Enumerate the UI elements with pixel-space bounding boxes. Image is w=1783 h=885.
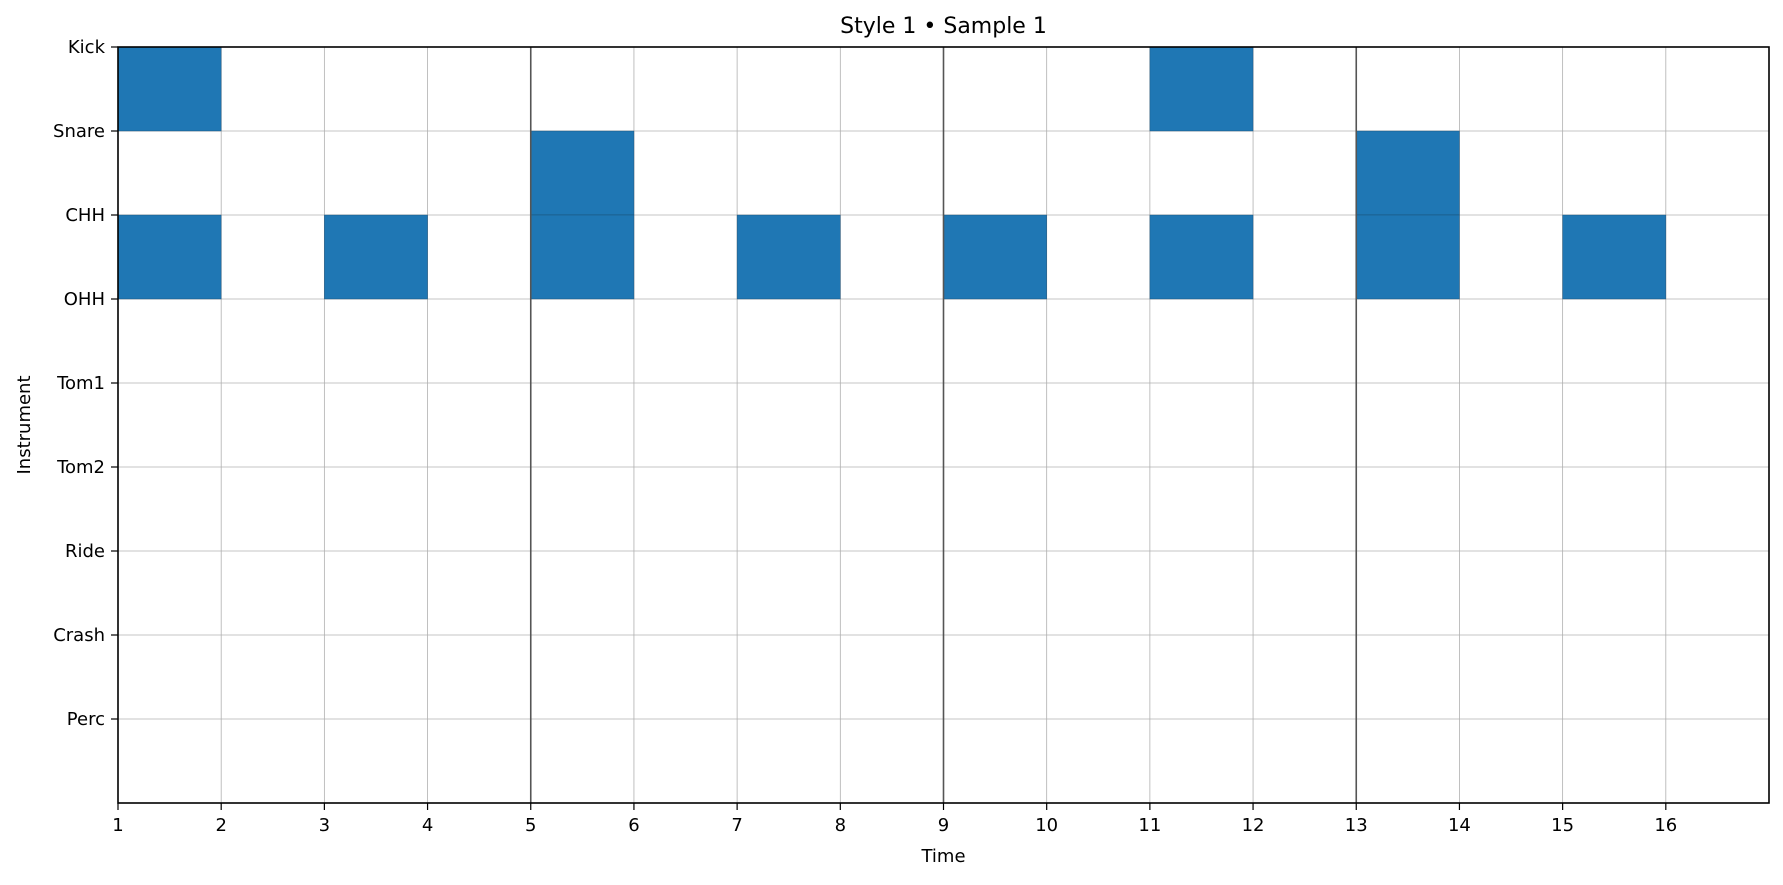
y-tick-label-chh: CHH: [65, 205, 105, 226]
x-tick-label-9: 9: [938, 815, 949, 836]
hit-cell-snare-5: [530, 130, 635, 216]
hit-cell-kick-11: [1149, 46, 1254, 132]
y-axis: Kick Snare CHH OHH Tom1 Tom2 Ride Crash Perc: [53, 37, 118, 730]
y-tick-label-crash: Crash: [53, 625, 105, 646]
y-tick-label-kick: Kick: [68, 37, 106, 58]
x-tick-label-2: 2: [215, 815, 226, 836]
x-tick-label-4: 4: [422, 815, 433, 836]
x-tick-label-12: 12: [1242, 815, 1265, 836]
y-tick-label-tom2: Tom2: [56, 457, 105, 478]
hit-cell-chh-9: [943, 214, 1047, 300]
bar-lines-layer: [529, 47, 1358, 803]
y-axis-label: Instrument: [14, 375, 35, 474]
hit-cell-chh-11: [1149, 214, 1254, 300]
x-tick-label-7: 7: [731, 815, 742, 836]
y-tick-label-ohh: OHH: [64, 289, 105, 310]
x-tick-label-6: 6: [628, 815, 639, 836]
x-tick-label-11: 11: [1138, 815, 1161, 836]
x-axis-label: Time: [920, 846, 965, 867]
y-tick-label-tom1: Tom1: [56, 373, 105, 394]
hit-cell-chh-13: [1355, 214, 1460, 300]
x-axis: 1 2 3 4 5 6 7 8 9 10 11 12 13 14 15 16: [112, 803, 1677, 836]
x-tick-label-1: 1: [112, 815, 123, 836]
hits-layer: [117, 46, 1667, 300]
x-tick-label-13: 13: [1345, 815, 1368, 836]
x-tick-label-14: 14: [1448, 815, 1471, 836]
x-tick-label-16: 16: [1654, 815, 1677, 836]
y-tick-label-snare: Snare: [53, 121, 105, 142]
y-tick-label-ride: Ride: [65, 541, 105, 562]
x-tick-label-8: 8: [835, 815, 846, 836]
hit-cell-chh-15: [1562, 214, 1667, 300]
x-tick-label-5: 5: [525, 815, 536, 836]
hit-cell-kick-1: [117, 46, 222, 132]
chart-title: Style 1 • Sample 1: [840, 14, 1047, 39]
hit-cell-chh-1: [117, 214, 222, 300]
hit-cell-snare-13: [1355, 130, 1460, 216]
x-tick-label-10: 10: [1035, 815, 1058, 836]
hit-cell-chh-7: [736, 214, 841, 300]
hit-cell-chh-3: [324, 214, 428, 300]
hit-cell-chh-5: [530, 214, 635, 300]
x-tick-label-3: 3: [319, 815, 330, 836]
x-tick-label-15: 15: [1551, 815, 1574, 836]
y-tick-label-perc: Perc: [67, 709, 105, 730]
